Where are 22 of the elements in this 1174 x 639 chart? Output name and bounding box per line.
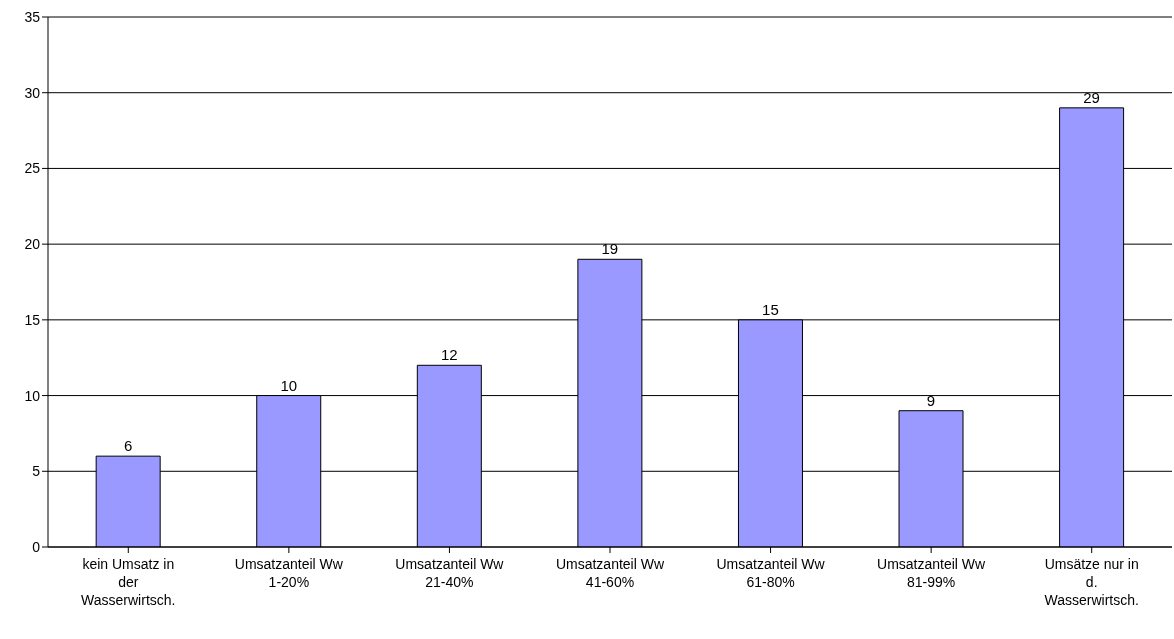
data-label: 19 (601, 240, 619, 258)
data-label: 15 (762, 300, 779, 318)
y-tick-label: 35 (24, 8, 41, 25)
data-label: 9 (926, 391, 936, 409)
y-tick-label: 20 (24, 236, 41, 253)
x-tick-label: Umsatzanteil Ww 61-80% (716, 556, 826, 590)
y-tick-label: 10 (24, 387, 41, 404)
y-tick-label: 15 (24, 311, 41, 328)
data-label: 6 (124, 437, 133, 455)
y-tick-label: 25 (24, 160, 41, 177)
x-tick-label: Umsätze nur in d. Wasserwirtsch. (1044, 556, 1139, 608)
x-tick-label: kein Umsatz in der Wasserwirtsch. (81, 556, 176, 608)
x-tick-label: Umsatzanteil Ww 41-60% (555, 556, 665, 590)
y-tick-label: 30 (24, 84, 41, 101)
x-tick-label: Umsatzanteil Ww 21-40% (395, 556, 505, 590)
data-label: 12 (440, 346, 458, 364)
x-tick-label: Umsatzanteil Ww 81-99% (877, 556, 987, 590)
data-label: 29 (1083, 88, 1100, 106)
y-tick-label: 5 (32, 463, 41, 480)
x-tick-label: Umsatzanteil Ww 1-20% (234, 556, 344, 590)
data-label: 10 (280, 376, 298, 394)
y-tick-label: 0 (32, 538, 41, 555)
